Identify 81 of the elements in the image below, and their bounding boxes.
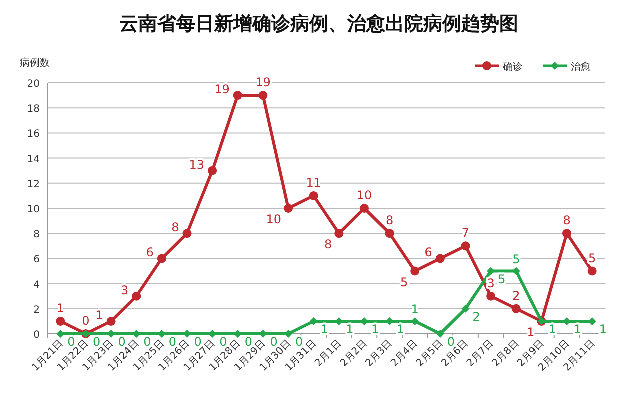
data-label: 13 — [189, 158, 205, 172]
data-label: 0 — [92, 335, 101, 349]
data-label: 8 — [563, 214, 571, 228]
data-label: 8 — [172, 220, 180, 235]
data-label: 0 — [168, 335, 177, 349]
point — [258, 91, 268, 100]
y-tick-label: 8 — [34, 230, 40, 241]
data-label: 1 — [96, 308, 104, 322]
data-label: 1 — [56, 301, 64, 316]
y-tick-label: 20 — [27, 79, 40, 90]
point — [588, 266, 597, 276]
data-label: 19 — [256, 76, 271, 90]
y-tick-label: 0 — [34, 330, 40, 341]
y-tick-label: 18 — [27, 104, 40, 116]
data-label: 0 — [82, 314, 90, 328]
data-label: 5 — [588, 251, 596, 266]
point — [157, 254, 166, 264]
point — [512, 304, 521, 314]
data-label: 10 — [266, 212, 282, 226]
point — [56, 316, 66, 326]
data-label: 5 — [498, 272, 506, 286]
data-label: 8 — [386, 214, 394, 228]
point — [562, 229, 572, 238]
data-label: 2 — [472, 310, 480, 324]
data-label: 0 — [68, 335, 76, 349]
legend-label: 治愈 — [571, 61, 591, 73]
data-label: 1 — [548, 322, 556, 336]
y-axis-title: 病例数 — [20, 57, 50, 69]
y-tick-label: 6 — [34, 254, 40, 266]
data-label: 0 — [447, 335, 456, 349]
data-label: 8 — [324, 238, 332, 252]
data-label: 0 — [194, 335, 202, 349]
data-label: 7 — [462, 226, 470, 240]
point — [436, 254, 445, 264]
data-label: 0 — [244, 335, 253, 349]
y-tick-label: 10 — [27, 204, 40, 216]
data-label: 1 — [527, 325, 535, 340]
legend-label: 确诊 — [502, 61, 523, 73]
data-label: 2 — [512, 288, 520, 303]
point — [233, 91, 242, 100]
point — [410, 266, 420, 276]
data-label: 19 — [214, 82, 230, 97]
data-label: 6 — [424, 246, 432, 260]
data-label: 0 — [270, 335, 278, 349]
point — [462, 304, 470, 313]
chart-title: 云南省每日新增确诊病例、治愈出院病例趋势图 — [120, 13, 518, 35]
data-label: 1 — [396, 322, 404, 336]
point — [208, 166, 218, 176]
point — [106, 316, 116, 326]
data-label: 0 — [220, 335, 228, 349]
point — [360, 204, 369, 213]
data-label: 5 — [512, 252, 520, 266]
data-label: 3 — [120, 283, 129, 298]
point — [132, 292, 142, 301]
point — [385, 229, 394, 238]
data-label: 10 — [356, 188, 372, 202]
y-tick-label: 4 — [34, 280, 40, 291]
point — [182, 229, 192, 238]
data-label: 0 — [118, 335, 126, 349]
data-label: 1 — [574, 322, 582, 336]
data-label: 11 — [306, 176, 322, 190]
y-tick-label: 12 — [27, 179, 40, 190]
data-label: 3 — [487, 276, 495, 290]
y-tick-label: 14 — [27, 154, 40, 166]
point — [334, 229, 344, 238]
y-tick-label: 16 — [27, 129, 40, 140]
point — [309, 191, 318, 200]
data-label: 6 — [146, 246, 154, 260]
data-label: 1 — [346, 322, 354, 336]
data-label: 1 — [411, 302, 419, 316]
data-label: 5 — [400, 275, 408, 290]
data-label: 0 — [144, 335, 152, 349]
point — [461, 242, 470, 251]
point — [436, 330, 444, 338]
data-label: 1 — [320, 322, 328, 336]
y-tick-label: 2 — [34, 304, 40, 316]
data-label: 0 — [296, 335, 304, 349]
point — [284, 204, 294, 213]
point — [486, 292, 496, 301]
data-label: 1 — [599, 322, 607, 336]
data-label: 1 — [371, 322, 380, 336]
